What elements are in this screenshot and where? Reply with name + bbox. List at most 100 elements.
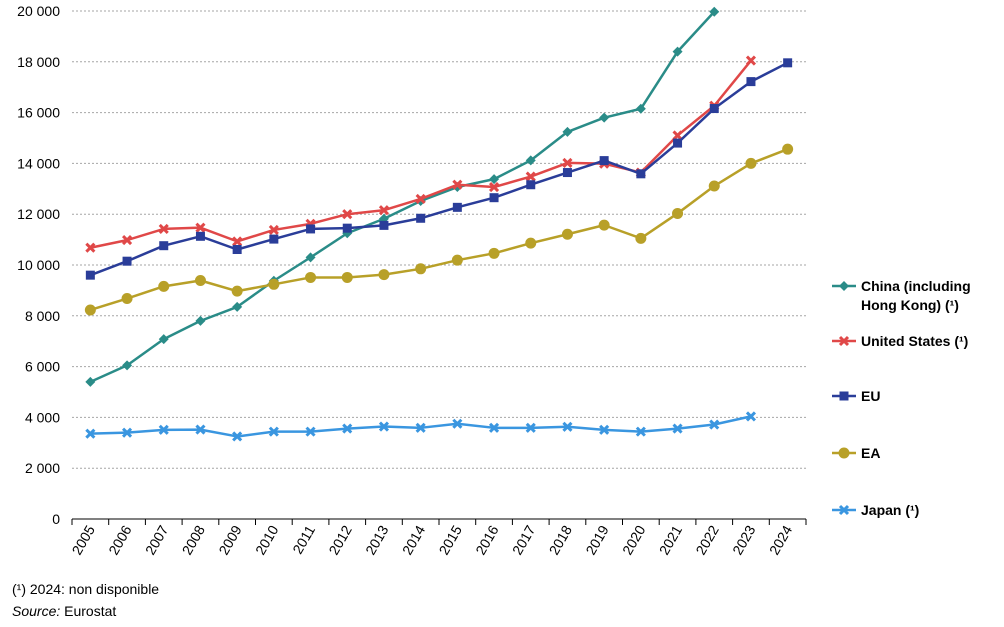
y-tick-label: 12 000 [17,206,60,222]
x-tick-label: 2011 [289,522,318,556]
x-tick-label: 2008 [179,522,209,557]
x-tick-label: 2006 [105,522,135,557]
data-point [635,232,647,244]
data-point [305,426,316,437]
data-point [708,180,720,192]
legend-item: United States (¹) [832,333,968,349]
data-point [415,193,426,205]
data-point [635,103,646,114]
x-tick-label: 2021 [656,522,686,557]
data-point [195,315,206,326]
legend-label: Hong Kong) (¹) [861,297,959,313]
data-point [416,213,426,223]
data-point [269,234,279,244]
data-point [452,418,463,429]
data-point [562,168,572,178]
x-tick-label: 2015 [436,522,466,557]
legend-label: EU [861,388,880,404]
data-point [342,423,353,434]
data-point [195,231,205,241]
data-point [85,242,96,253]
data-point [121,235,133,246]
data-point [121,427,133,438]
data-point [232,431,243,442]
data-point [194,274,206,286]
series-line [89,61,789,277]
data-point [599,112,610,123]
source-value: Eurostat [60,603,117,619]
data-point [158,334,169,345]
y-tick-label: 8 000 [25,308,60,324]
legend-item: China (including Hong Kong) (¹) [832,278,971,313]
legend-label: Japan (¹) [861,502,919,518]
data-point [85,428,96,439]
data-point [378,421,390,432]
data-point [672,207,684,219]
x-tick-label: 2019 [582,522,612,557]
legend-item: EA [832,445,880,461]
data-point [231,285,243,297]
data-point [488,422,500,433]
x-tick-label: 2005 [69,522,99,557]
data-point [489,193,499,203]
x-tick-label: 2013 [362,522,392,557]
x-tick-label: 2014 [399,522,429,557]
data-point [525,237,537,249]
legend-label: EA [861,445,880,461]
data-point [342,223,352,233]
x-tick-label: 2022 [692,522,722,557]
data-point [305,271,317,283]
y-tick-label: 18 000 [17,54,60,70]
data-point [232,245,242,255]
data-point [525,422,536,433]
data-point [85,270,95,280]
data-point [709,104,719,114]
x-tick-labels: 2005 2006 2007 2008 2009 2010 2011 2012 2013 2014… [69,522,796,557]
series-japan [85,411,757,442]
data-point [452,202,462,212]
data-point [562,421,573,432]
data-point [838,504,850,516]
y-tick-label: 16 000 [17,105,60,121]
data-point [268,278,280,290]
data-point [672,423,683,434]
data-point [158,280,170,292]
data-point [599,424,610,435]
data-point [415,263,427,275]
data-point [745,157,757,169]
data-point [452,179,463,190]
data-point [378,205,390,216]
data-point [599,156,609,166]
data-point [525,155,536,166]
data-point [839,391,849,401]
data-point [342,209,353,220]
y-tick-label: 10 000 [17,257,60,273]
y-tick-label: 0 [52,511,60,527]
legend-label: United States (¹) [861,333,968,349]
data-point [839,281,849,291]
data-point [673,138,683,148]
data-point [525,171,536,182]
x-tick-label: 2012 [325,522,355,557]
data-point [378,269,390,281]
x-tick-label: 2024 [766,522,796,557]
series-line [89,148,789,312]
data-point [122,360,133,371]
source-label: Source: [12,603,61,619]
data-point [195,424,206,435]
footnote-not-available: (¹) 2024: non disponible [12,581,160,597]
y-tick-label: 14 000 [17,155,60,171]
x-tick-label: 2017 [509,522,539,557]
data-point [709,419,720,430]
x-tick-label: 2018 [546,522,576,557]
line-chart: 0 2 000 4 000 6 000 8 000 10 000 12 000 14 000 1… [17,3,971,557]
data-point [158,424,169,435]
data-point [598,219,610,231]
data-point [488,247,500,259]
data-point [84,304,96,316]
data-point [232,236,243,247]
data-point [783,58,793,68]
data-point [489,174,500,185]
data-point [415,422,426,433]
data-point [562,157,573,168]
